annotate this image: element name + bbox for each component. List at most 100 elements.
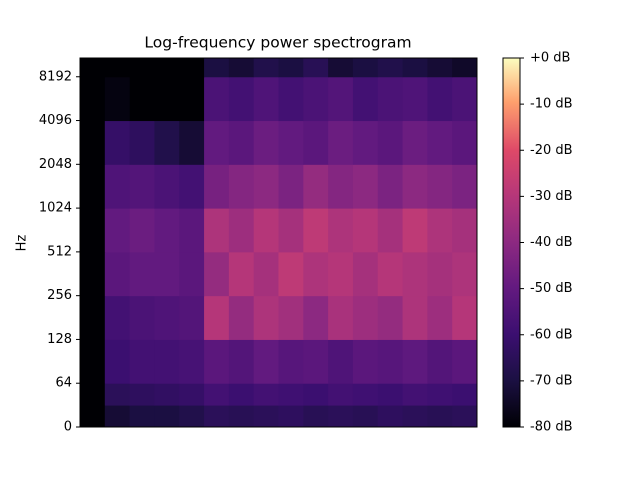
heatmap-cell xyxy=(402,120,428,165)
heatmap-cell xyxy=(204,251,230,297)
heatmap-cell xyxy=(228,339,255,384)
heatmap-cell xyxy=(278,120,304,165)
heatmap-cell xyxy=(228,295,255,340)
heatmap-cell xyxy=(104,76,131,122)
heatmap-cell xyxy=(402,164,428,209)
heatmap-cell xyxy=(427,76,453,122)
heatmap-cell xyxy=(278,295,304,340)
y-tick-label: 2048 xyxy=(39,157,72,172)
heatmap-cell xyxy=(328,251,354,297)
heatmap-cell xyxy=(377,339,404,384)
colorbar-tick-label: -20 dB xyxy=(530,143,573,158)
y-tick-label: 8192 xyxy=(39,69,72,84)
heatmap-cell xyxy=(328,208,354,253)
heatmap-cell xyxy=(80,120,106,165)
heatmap-cell xyxy=(179,251,205,297)
y-axis-label: Hz xyxy=(15,235,30,252)
heatmap-cell xyxy=(452,164,478,209)
heatmap-cell xyxy=(402,405,428,428)
heatmap-cell xyxy=(80,251,106,297)
heatmap-cell xyxy=(253,295,279,340)
heatmap-cell xyxy=(452,251,478,297)
heatmap-cell xyxy=(80,405,106,428)
heatmap-cell xyxy=(204,76,230,122)
chart-title: Log-frequency power spectrogram xyxy=(144,34,411,52)
heatmap-cell xyxy=(303,339,329,384)
heatmap-cell xyxy=(228,208,255,253)
heatmap-cell xyxy=(204,164,230,209)
heatmap-cell xyxy=(402,339,428,384)
heatmap-cell xyxy=(104,405,131,428)
heatmap-cell xyxy=(154,120,180,165)
heatmap-cell xyxy=(228,164,255,209)
heatmap-cell xyxy=(452,120,478,165)
heatmap-cell xyxy=(179,58,205,78)
heatmap-cell xyxy=(303,295,329,340)
heatmap-cell xyxy=(352,405,379,428)
heatmap-cell xyxy=(352,164,379,209)
heatmap-cell xyxy=(352,251,379,297)
heatmap-cell xyxy=(154,405,180,428)
heatmap-cell xyxy=(278,208,304,253)
heatmap-cell xyxy=(253,339,279,384)
heatmap-cell xyxy=(402,76,428,122)
heatmap-cell xyxy=(253,405,279,428)
heatmap-cell xyxy=(377,251,404,297)
colorbar-tick-label: -70 dB xyxy=(530,373,573,388)
heatmap-cell xyxy=(80,295,106,340)
heatmap-cell xyxy=(154,76,180,122)
heatmap-cell xyxy=(377,164,404,209)
y-tick-label: 64 xyxy=(55,376,72,391)
heatmap-cell xyxy=(154,208,180,253)
colorbar-tick-label: +0 dB xyxy=(530,51,570,66)
heatmap-cell xyxy=(129,164,155,209)
heatmap-cell xyxy=(253,208,279,253)
heatmap-cell xyxy=(427,164,453,209)
heatmap-cell xyxy=(154,164,180,209)
heatmap-cell xyxy=(328,383,354,406)
heatmap-cell xyxy=(427,295,453,340)
heatmap-cell xyxy=(278,251,304,297)
heatmap-cell xyxy=(303,383,329,406)
heatmap-cell xyxy=(427,208,453,253)
plot-frame xyxy=(79,57,478,428)
y-tick-label: 512 xyxy=(47,244,72,259)
heatmap-cell xyxy=(427,339,453,384)
heatmap-cell xyxy=(402,208,428,253)
heatmap-cell xyxy=(352,76,379,122)
heatmap-cell xyxy=(303,251,329,297)
heatmap-cell xyxy=(204,120,230,165)
heatmap-cell xyxy=(129,295,155,340)
heatmap-cell xyxy=(402,383,428,406)
heatmap-cell xyxy=(278,164,304,209)
heatmap-cell xyxy=(377,76,404,122)
heatmap-cell xyxy=(179,295,205,340)
heatmap-cell xyxy=(228,383,255,406)
heatmap-cell xyxy=(204,339,230,384)
heatmap-cell xyxy=(129,58,155,78)
heatmap-cell xyxy=(377,383,404,406)
heatmap-cell xyxy=(179,76,205,122)
heatmap-cell xyxy=(228,120,255,165)
heatmap-cell xyxy=(328,295,354,340)
y-tick-label: 256 xyxy=(47,288,72,303)
heatmap-cell xyxy=(402,251,428,297)
heatmap-cell xyxy=(427,58,453,78)
heatmap-cell xyxy=(104,58,131,78)
y-tick-label: 1024 xyxy=(39,201,72,216)
heatmap-cell xyxy=(303,120,329,165)
heatmap-cell xyxy=(328,339,354,384)
heatmap-cell xyxy=(80,383,106,406)
heatmap-cell xyxy=(402,295,428,340)
heatmap-cell xyxy=(129,76,155,122)
heatmap-cell xyxy=(352,120,379,165)
heatmap-cell xyxy=(253,251,279,297)
heatmap-cell xyxy=(352,295,379,340)
y-tick-label: 128 xyxy=(47,332,72,347)
heatmap-cell xyxy=(179,405,205,428)
heatmap-cell xyxy=(377,295,404,340)
heatmap-cell xyxy=(129,251,155,297)
heatmap-cell xyxy=(204,405,230,428)
heatmap-cell xyxy=(154,339,180,384)
